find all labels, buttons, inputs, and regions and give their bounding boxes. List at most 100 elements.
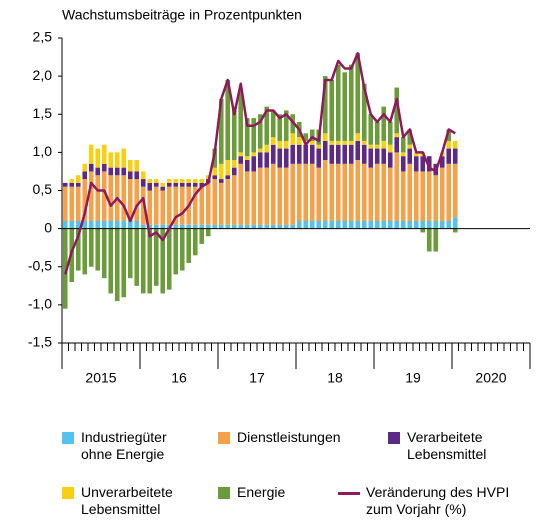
bar <box>439 156 445 168</box>
bar <box>368 167 374 221</box>
bar <box>114 228 120 302</box>
bar <box>179 228 185 271</box>
bar <box>361 83 367 141</box>
bar <box>121 175 127 221</box>
bar <box>231 224 237 229</box>
bar <box>69 221 75 229</box>
bar <box>413 156 419 172</box>
bar <box>212 167 218 176</box>
bar <box>225 224 231 229</box>
bar <box>407 221 413 229</box>
bar <box>309 140 315 145</box>
bar <box>212 175 218 180</box>
bar <box>316 221 322 229</box>
bar <box>387 167 393 221</box>
bar <box>329 79 335 141</box>
legend-item: Unverarbeitete Lebensmittel <box>62 484 173 524</box>
bar <box>335 144 341 164</box>
bar <box>199 186 205 225</box>
bar <box>134 171 140 180</box>
bar <box>342 221 348 229</box>
bar <box>283 148 289 168</box>
bar <box>452 163 458 218</box>
bar <box>394 87 400 134</box>
bar <box>95 228 101 271</box>
bar <box>199 179 205 183</box>
bar <box>244 118 250 157</box>
bar <box>127 160 133 172</box>
bar <box>140 228 146 294</box>
bar <box>160 190 166 225</box>
bar <box>147 179 153 183</box>
bar <box>212 179 218 225</box>
x-tick-label: 17 <box>249 370 265 386</box>
bar <box>62 186 68 221</box>
legend-label: Verarbeitete Lebensmittel <box>407 429 487 462</box>
bar <box>264 144 270 153</box>
bar <box>368 114 374 145</box>
bar <box>348 64 354 141</box>
bar <box>121 228 127 298</box>
bar <box>270 110 276 138</box>
bar <box>218 99 224 164</box>
bar <box>316 148 322 168</box>
bar <box>426 228 432 252</box>
bar <box>413 171 419 221</box>
bar <box>186 179 192 183</box>
bar <box>238 91 244 153</box>
bar <box>296 137 302 145</box>
bar <box>179 224 185 229</box>
bar <box>95 148 101 168</box>
bar <box>101 228 107 279</box>
y-tick-label: 0 <box>44 219 52 235</box>
bar <box>270 137 276 145</box>
bar <box>400 156 406 172</box>
bar <box>407 144 413 149</box>
bar <box>420 171 426 221</box>
bar <box>420 156 426 172</box>
bar <box>439 167 445 221</box>
bar <box>69 186 75 221</box>
bar <box>153 179 159 183</box>
bar <box>257 152 263 168</box>
bar <box>335 221 341 229</box>
bar <box>153 186 159 225</box>
bar <box>121 148 127 168</box>
bar <box>400 137 406 153</box>
bar <box>95 167 101 176</box>
bar <box>147 228 153 294</box>
bar <box>134 179 140 221</box>
bar <box>407 129 413 145</box>
bar <box>108 152 114 168</box>
bar <box>238 156 244 164</box>
bar <box>225 160 231 176</box>
bar <box>88 228 94 267</box>
legend-swatch <box>62 432 74 444</box>
bar <box>225 79 231 160</box>
bar <box>251 152 257 157</box>
bar <box>368 221 374 229</box>
bar <box>205 224 211 229</box>
bar <box>290 163 296 225</box>
bar <box>108 167 114 176</box>
bar <box>387 221 393 229</box>
bar <box>407 163 413 221</box>
legend-item: Dienstleistungen <box>218 429 368 469</box>
bar <box>75 186 81 221</box>
bar <box>134 221 140 229</box>
bar <box>101 171 107 221</box>
x-tick-label: 16 <box>171 370 187 386</box>
bar <box>329 144 335 164</box>
bar <box>355 221 361 229</box>
x-tick-label: 18 <box>327 370 343 386</box>
bar <box>121 167 127 176</box>
bar <box>413 221 419 229</box>
chart-title: Wachstumsbeiträge in Prozentpunkten <box>62 7 302 23</box>
bar <box>335 64 341 141</box>
bar <box>218 182 224 225</box>
legend-swatch <box>388 432 400 444</box>
bar <box>322 160 328 221</box>
legend-label: Veränderung des HVPI zum Vorjahr (%) <box>366 484 510 517</box>
bar <box>452 140 458 149</box>
y-tick-label: -1,0 <box>28 296 52 312</box>
